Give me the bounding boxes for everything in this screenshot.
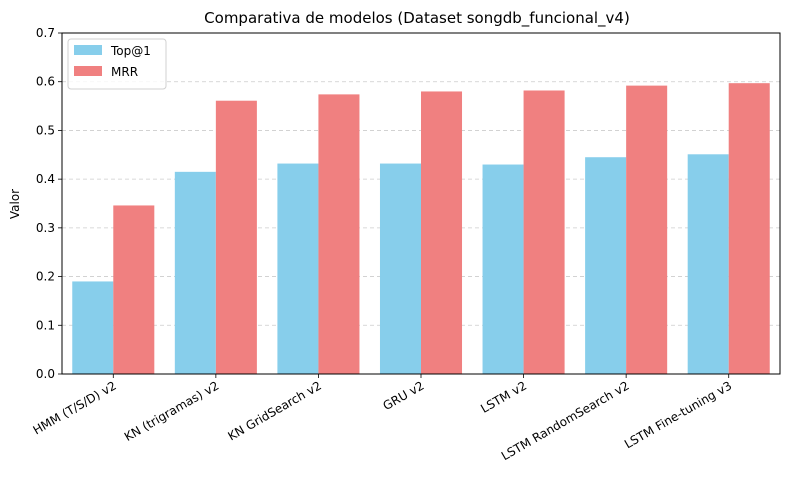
legend-label-top1: Top@1 bbox=[110, 44, 151, 58]
y-axis-label: Valor bbox=[8, 189, 22, 219]
bar-top1-2 bbox=[277, 163, 319, 374]
y-ticks: 0.0 0.1 0.2 0.3 0.4 0.5 0.6 0.7 bbox=[36, 26, 62, 381]
x-tick-label: LSTM Fine-tuning v3 bbox=[622, 378, 734, 451]
legend-label-mrr: MRR bbox=[111, 65, 138, 79]
bar-top1-5 bbox=[585, 157, 627, 374]
y-tick-label: 0.7 bbox=[36, 26, 55, 40]
legend-swatch-mrr bbox=[74, 66, 102, 76]
bar-top1-1 bbox=[174, 171, 216, 374]
y-tick-label: 0.4 bbox=[36, 172, 55, 186]
bar-mrr-0 bbox=[113, 205, 155, 374]
legend: Top@1 MRR bbox=[67, 38, 167, 90]
bar-top1-0 bbox=[72, 281, 114, 374]
chart-title: Comparativa de modelos (Dataset songdb_f… bbox=[204, 9, 630, 28]
x-tick-label: KN (trigramas) v2 bbox=[122, 378, 221, 443]
bars bbox=[72, 83, 770, 375]
bar-mrr-3 bbox=[421, 91, 463, 374]
bar-top1-4 bbox=[482, 164, 524, 374]
x-tick-label: GRU v2 bbox=[381, 378, 427, 413]
x-tick-label: LSTM v2 bbox=[478, 378, 529, 415]
bar-mrr-5 bbox=[626, 85, 668, 375]
y-tick-label: 0.3 bbox=[36, 221, 55, 235]
bar-mrr-1 bbox=[215, 100, 257, 374]
bar-mrr-6 bbox=[728, 83, 770, 374]
y-tick-label: 0.0 bbox=[36, 367, 55, 381]
legend-swatch-top1 bbox=[74, 45, 102, 55]
y-tick-label: 0.6 bbox=[36, 75, 55, 89]
bar-top1-6 bbox=[687, 154, 729, 374]
y-tick-label: 0.5 bbox=[36, 123, 55, 137]
x-tick-label: HMM (T/S/D) v2 bbox=[31, 378, 119, 437]
x-ticks: HMM (T/S/D) v2 KN (trigramas) v2 KN GridSe… bbox=[31, 374, 734, 463]
y-tick-label: 0.1 bbox=[36, 318, 55, 332]
bar-mrr-2 bbox=[318, 94, 360, 374]
x-tick-label: KN GridSearch v2 bbox=[225, 378, 323, 443]
bar-top1-3 bbox=[379, 163, 421, 374]
bar-mrr-4 bbox=[523, 90, 565, 375]
y-tick-label: 0.2 bbox=[36, 270, 55, 284]
